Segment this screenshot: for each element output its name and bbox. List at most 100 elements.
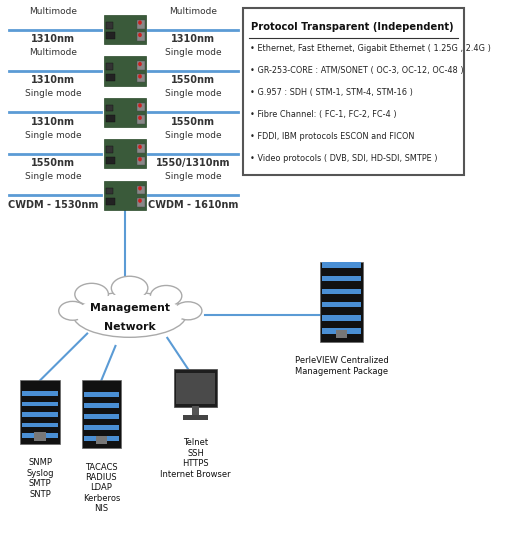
Ellipse shape — [174, 302, 202, 320]
Text: Telnet
SSH
HTTPS
Internet Browser: Telnet SSH HTTPS Internet Browser — [160, 438, 231, 479]
Bar — [174, 369, 217, 407]
Bar — [137, 32, 145, 41]
Text: 1550nm: 1550nm — [171, 117, 215, 127]
Bar — [323, 289, 361, 294]
Text: CWDM - 1530nm: CWDM - 1530nm — [8, 200, 99, 210]
Ellipse shape — [111, 276, 148, 300]
Text: Single mode: Single mode — [165, 131, 221, 140]
Circle shape — [138, 62, 142, 66]
Bar — [20, 380, 60, 444]
Bar — [96, 436, 107, 444]
Bar — [106, 198, 115, 205]
Circle shape — [138, 20, 142, 25]
Bar — [104, 56, 146, 86]
Text: 1550/1310nm: 1550/1310nm — [156, 158, 231, 168]
Ellipse shape — [75, 284, 109, 305]
Bar — [137, 103, 145, 111]
Bar — [106, 32, 115, 39]
Bar — [22, 422, 58, 427]
Text: Protocol Transparent (Independent): Protocol Transparent (Independent) — [251, 22, 453, 32]
Bar — [84, 403, 119, 408]
Text: TACACS
RADIUS
LDAP
Kerberos
NIS: TACACS RADIUS LDAP Kerberos NIS — [82, 463, 120, 513]
Bar — [137, 74, 145, 82]
Text: Single mode: Single mode — [25, 172, 81, 181]
Bar — [323, 328, 361, 334]
Bar — [137, 20, 145, 29]
Bar — [34, 432, 46, 441]
Bar — [104, 15, 146, 44]
Bar — [22, 402, 58, 406]
Text: Multimode: Multimode — [29, 48, 77, 57]
Bar — [137, 198, 145, 207]
FancyBboxPatch shape — [243, 8, 464, 175]
Bar — [84, 414, 119, 419]
Circle shape — [138, 74, 142, 79]
Bar — [137, 115, 145, 124]
Bar — [84, 436, 119, 441]
Bar — [106, 115, 115, 122]
Bar — [323, 263, 361, 268]
Circle shape — [138, 199, 142, 203]
Text: • Video protocols ( DVB, SDI, HD-SDI, SMTPE ): • Video protocols ( DVB, SDI, HD-SDI, SM… — [250, 154, 437, 164]
Text: • G.957 : SDH ( STM-1, STM-4, STM-16 ): • G.957 : SDH ( STM-1, STM-4, STM-16 ) — [250, 88, 413, 97]
Circle shape — [138, 33, 142, 37]
Text: • Fibre Channel: ( FC-1, FC-2, FC-4 ): • Fibre Channel: ( FC-1, FC-2, FC-4 ) — [250, 110, 396, 119]
Bar — [192, 406, 199, 416]
Bar — [336, 330, 347, 338]
Text: Single mode: Single mode — [165, 89, 221, 98]
Bar — [137, 186, 145, 194]
Bar — [321, 262, 363, 342]
Text: Management: Management — [90, 303, 170, 313]
Circle shape — [138, 145, 142, 149]
Bar — [104, 181, 146, 210]
Text: Single mode: Single mode — [25, 131, 81, 140]
Text: Multimode: Multimode — [169, 6, 217, 16]
Circle shape — [138, 103, 142, 108]
Text: 1550nm: 1550nm — [171, 75, 215, 86]
Ellipse shape — [73, 292, 186, 337]
Bar — [176, 373, 215, 404]
Bar — [104, 98, 146, 127]
Text: Single mode: Single mode — [25, 89, 81, 98]
Bar — [137, 157, 145, 165]
Bar — [84, 425, 119, 430]
Bar — [106, 146, 113, 153]
Text: Single mode: Single mode — [165, 172, 221, 181]
Ellipse shape — [59, 301, 87, 320]
Text: Single mode: Single mode — [165, 48, 221, 57]
Text: • Ethernet, Fast Ethernet, Gigabit Ethernet ( 1.25G , 2.4G ): • Ethernet, Fast Ethernet, Gigabit Ether… — [250, 44, 491, 53]
Bar — [323, 302, 361, 307]
Bar — [183, 415, 208, 420]
Bar — [106, 105, 113, 111]
Bar — [323, 275, 361, 281]
Bar — [137, 61, 145, 70]
Circle shape — [138, 157, 142, 161]
Bar — [82, 380, 121, 448]
Text: 1550nm: 1550nm — [31, 158, 75, 168]
Text: CWDM - 1610nm: CWDM - 1610nm — [148, 200, 239, 210]
Bar — [22, 412, 58, 416]
Text: Network: Network — [104, 322, 156, 331]
Bar — [22, 433, 58, 437]
Bar — [106, 22, 113, 29]
Text: 1310nm: 1310nm — [31, 117, 75, 127]
Bar — [104, 139, 146, 168]
Circle shape — [138, 186, 142, 190]
Text: PerleVIEW Centralized
Management Package: PerleVIEW Centralized Management Package — [295, 356, 388, 376]
Text: 1310nm: 1310nm — [31, 34, 75, 44]
Bar — [137, 144, 145, 153]
Circle shape — [138, 116, 142, 120]
Bar — [22, 391, 58, 395]
Text: 1310nm: 1310nm — [171, 34, 215, 44]
Ellipse shape — [77, 294, 183, 335]
Text: 1310nm: 1310nm — [31, 75, 75, 86]
Bar — [106, 188, 113, 194]
Bar — [84, 392, 119, 397]
Bar — [106, 74, 115, 81]
Bar — [106, 157, 115, 164]
Text: Multimode: Multimode — [29, 6, 77, 16]
Text: SNMP
Syslog
SMTP
SNTP: SNMP Syslog SMTP SNTP — [26, 458, 54, 499]
Bar — [106, 63, 113, 70]
Ellipse shape — [150, 286, 182, 306]
Bar — [323, 315, 361, 321]
